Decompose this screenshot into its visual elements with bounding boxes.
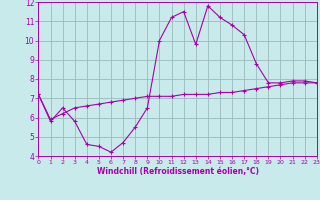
X-axis label: Windchill (Refroidissement éolien,°C): Windchill (Refroidissement éolien,°C) bbox=[97, 167, 259, 176]
